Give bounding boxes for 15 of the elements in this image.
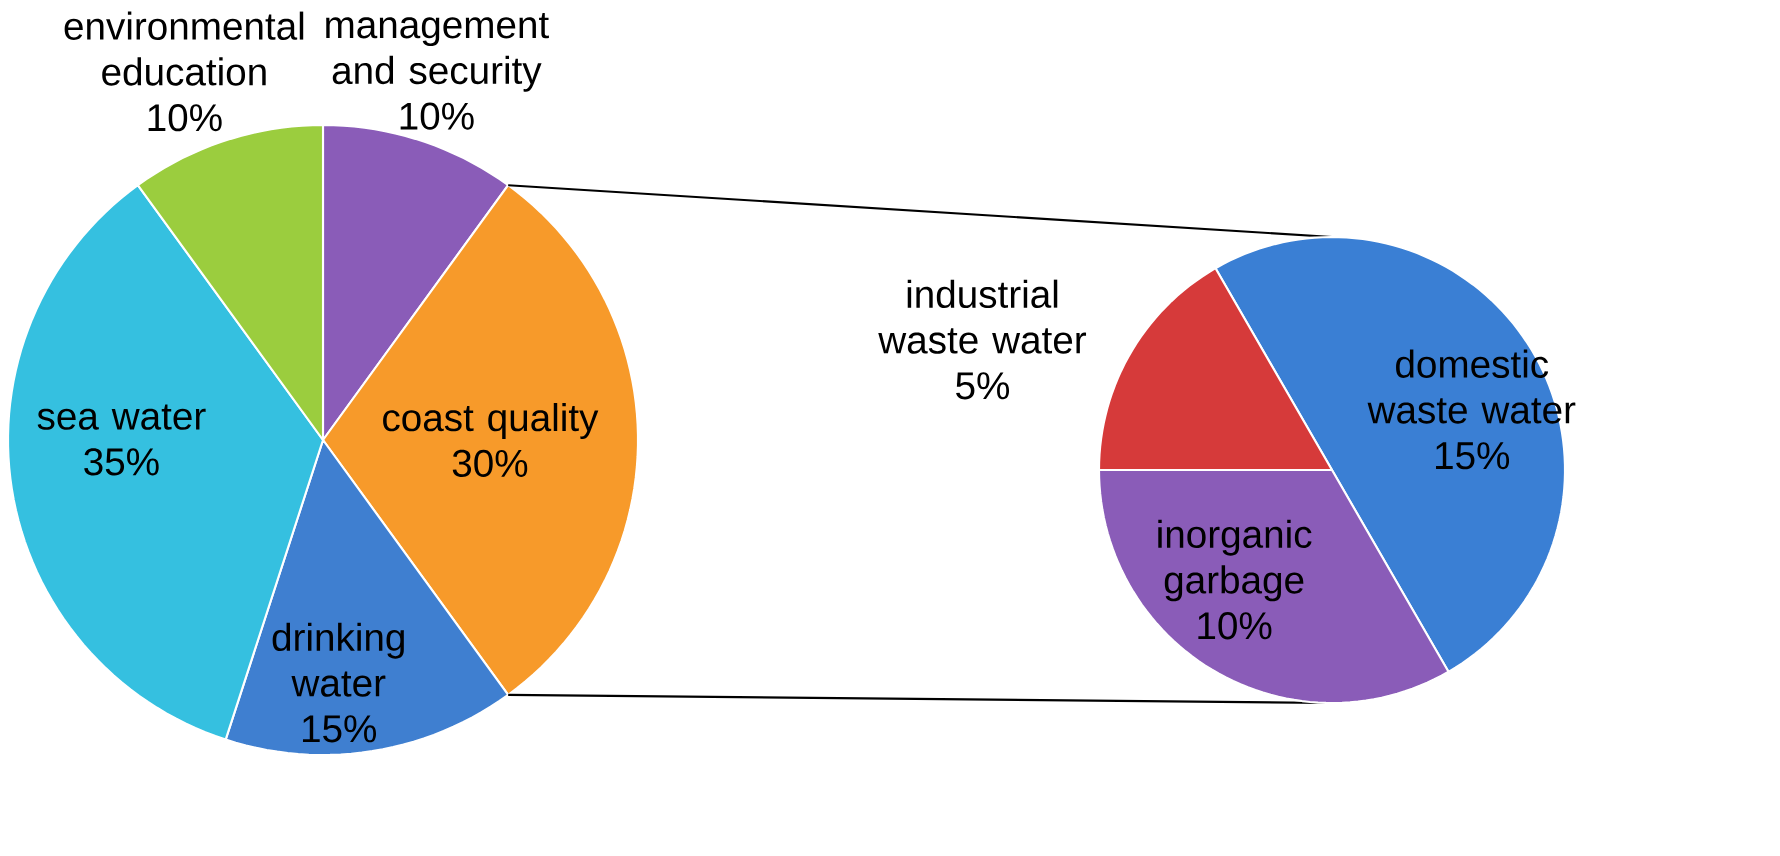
data-label: 10%: [400, 102, 474, 130]
data-label: 15%: [1436, 442, 1510, 470]
data-label: 30%: [452, 449, 528, 478]
slice-label: industrial waste water: [878, 279, 1087, 354]
slice-label: coast quality: [383, 402, 599, 439]
data-label: 5%: [956, 372, 1010, 400]
data-label: 15%: [302, 715, 377, 743]
slice-label: sea water: [37, 404, 206, 430]
slice-label: drinking water: [272, 622, 404, 697]
data-label: 10%: [148, 104, 222, 132]
slice-label: inorganic garbage: [1158, 519, 1312, 602]
slice-label: environmental education: [64, 11, 304, 86]
data-label: 35%: [84, 448, 159, 476]
data-label: 10%: [1198, 612, 1272, 640]
slice-label: management and security: [326, 13, 549, 92]
